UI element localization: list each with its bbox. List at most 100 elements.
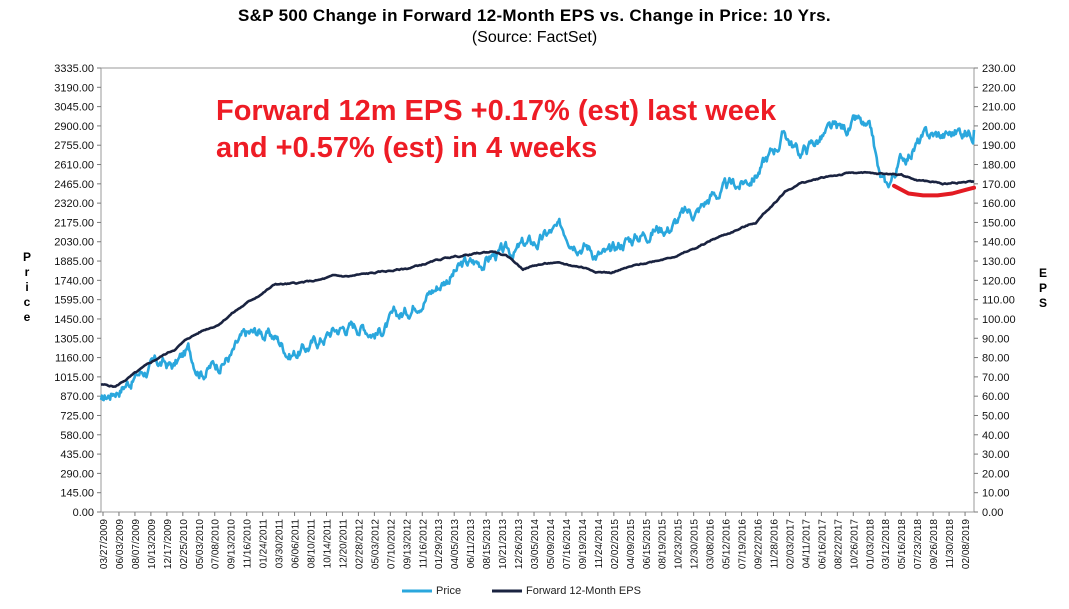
x-tick-label: 03/30/2011 <box>275 519 286 569</box>
x-tick-label: 05/03/2010 <box>195 519 206 569</box>
x-tick-label: 12/20/2011 <box>338 519 349 569</box>
x-tick-label: 03/27/2009 <box>99 519 110 569</box>
y-left-tick-label: 1305.00 <box>54 333 94 345</box>
y-right-tick-label: 50.00 <box>982 410 1010 422</box>
y-right-tick-label: 150.00 <box>982 217 1016 229</box>
x-tick-label: 02/08/2019 <box>961 519 972 569</box>
eps-series-line <box>100 170 975 389</box>
x-tick-label: 05/16/2018 <box>897 519 908 569</box>
x-tick-label: 07/16/2014 <box>562 519 573 569</box>
x-tick-label: 03/08/2016 <box>706 519 717 569</box>
y-right-tick-label: 110.00 <box>982 295 1015 307</box>
x-tick-label: 07/19/2016 <box>738 519 749 569</box>
x-tick-label: 05/12/2016 <box>722 519 733 569</box>
x-tick-label: 09/22/2016 <box>754 519 765 569</box>
y-right-tick-label: 30.00 <box>982 449 1010 461</box>
x-tick-label: 01/29/2013 <box>434 519 445 569</box>
x-tick-label: 10/23/2015 <box>674 519 685 569</box>
x-tick-label: 06/11/2013 <box>466 519 477 569</box>
x-tick-label: 07/10/2012 <box>386 519 397 569</box>
y-left-tick-label: 725.00 <box>60 410 94 422</box>
x-tick-label: 11/30/2018 <box>945 519 956 569</box>
x-tick-label: 09/19/2014 <box>578 519 589 569</box>
y-right-tick-label: 160.00 <box>982 198 1016 210</box>
y-right-tick-label: 20.00 <box>982 468 1010 480</box>
x-tick-label: 09/13/2012 <box>402 519 413 569</box>
plot-frame <box>100 67 975 513</box>
x-tick-label: 11/16/2010 <box>243 519 254 569</box>
x-tick-label: 09/26/2018 <box>929 519 940 569</box>
x-tick-label: 09/13/2010 <box>227 519 238 569</box>
y-right-tick-label: 170.00 <box>982 179 1016 191</box>
y-left-tick-label: 2320.00 <box>54 198 94 210</box>
y-left-tick-label: 1885.00 <box>54 256 94 268</box>
x-tick-label: 04/09/2015 <box>626 519 637 569</box>
y-left-tick-label: 2755.00 <box>54 140 94 152</box>
y-left-tick-label: 1015.00 <box>54 372 94 384</box>
legend-eps-label: Forward 12-Month EPS <box>526 585 641 597</box>
x-tick-label: 06/06/2011 <box>291 519 302 569</box>
x-tick-label: 05/09/2014 <box>546 519 557 569</box>
x-tick-label: 07/08/2010 <box>211 519 222 569</box>
x-tick-label: 10/26/2017 <box>849 519 860 569</box>
y-right-tick-label: 40.00 <box>982 430 1010 442</box>
y-left-tick-label: 290.00 <box>60 468 94 480</box>
x-tick-label: 02/03/2017 <box>785 519 796 569</box>
y-left-tick-label: 3335.00 <box>54 63 94 75</box>
x-tick-label: 08/15/2013 <box>482 519 493 569</box>
y-left-tick-label: 145.00 <box>60 488 94 500</box>
y-left-tick-label: 3045.00 <box>54 102 94 114</box>
y-right-tick-label: 130.00 <box>982 256 1016 268</box>
x-tick-label: 02/02/2015 <box>610 519 621 569</box>
x-tick-label: 11/28/2016 <box>769 519 780 569</box>
y-left-tick-label: 1160.00 <box>55 353 94 365</box>
y-right-tick-label: 100.00 <box>982 314 1016 326</box>
y-right-tick-label: 90.00 <box>982 333 1010 345</box>
y-left-tick-label: 2175.00 <box>54 217 94 229</box>
y-left-tick-label: 435.00 <box>60 449 94 461</box>
y-left-tick-label: 2900.00 <box>54 121 94 133</box>
y-right-tick-label: 60.00 <box>982 391 1010 403</box>
x-tick-label: 04/05/2013 <box>450 519 461 569</box>
chart-subtitle: (Source: FactSet) <box>471 29 598 46</box>
x-tick-label: 07/23/2018 <box>913 519 924 569</box>
y-left-tick-label: 0.00 <box>73 507 94 519</box>
x-tick-label: 01/24/2011 <box>259 519 270 569</box>
x-tick-label: 02/28/2012 <box>354 519 365 569</box>
y-right-tick-label: 0.00 <box>982 507 1003 519</box>
x-tick-label: 08/07/2009 <box>131 519 142 569</box>
y-right-tick-label: 180.00 <box>982 160 1016 172</box>
y-left-tick-label: 870.00 <box>60 391 94 403</box>
x-tick-label: 12/26/2013 <box>514 519 525 569</box>
x-tick-label: 12/17/2009 <box>163 519 174 569</box>
y-left-tick-label: 1740.00 <box>54 275 94 287</box>
x-tick-label: 03/12/2018 <box>881 519 892 569</box>
x-tick-label: 01/03/2018 <box>865 519 876 569</box>
x-tick-label: 08/19/2015 <box>658 519 669 569</box>
y-right-tick-label: 10.00 <box>982 488 1010 500</box>
x-tick-label: 06/16/2017 <box>817 519 828 569</box>
legend-price-label: Price <box>436 585 462 597</box>
x-tick-label: 03/05/2014 <box>530 519 541 569</box>
x-tick-label: 10/14/2011 <box>322 519 333 569</box>
y-right-tick-label: 80.00 <box>982 353 1010 365</box>
y-left-tick-label: 2465.00 <box>54 179 94 191</box>
x-tick-label: 05/03/2012 <box>370 519 381 569</box>
y-right-tick-label: 190.00 <box>982 140 1016 152</box>
x-tick-label: 10/21/2013 <box>498 519 509 569</box>
y-left-tick-label: 1595.00 <box>54 295 94 307</box>
y-right-tick-label: 200.00 <box>982 121 1016 133</box>
y-left-tick-label: 1450.00 <box>54 314 94 326</box>
eps-highlight-segment <box>892 183 976 198</box>
y-right-tick-label: 230.00 <box>982 63 1016 75</box>
y-left-tick-label: 2610.00 <box>54 160 94 172</box>
y-right-tick-label: 140.00 <box>982 237 1016 249</box>
y-right-tick-label: 210.00 <box>982 102 1016 114</box>
x-tick-label: 12/30/2015 <box>690 519 701 569</box>
x-tick-label: 08/22/2017 <box>833 519 844 569</box>
x-tick-label: 08/10/2011 <box>307 519 318 569</box>
y-left-tick-label: 2030.00 <box>54 237 94 249</box>
annotation-line-2: and +0.57% (est) in 4 weeks <box>216 132 598 164</box>
